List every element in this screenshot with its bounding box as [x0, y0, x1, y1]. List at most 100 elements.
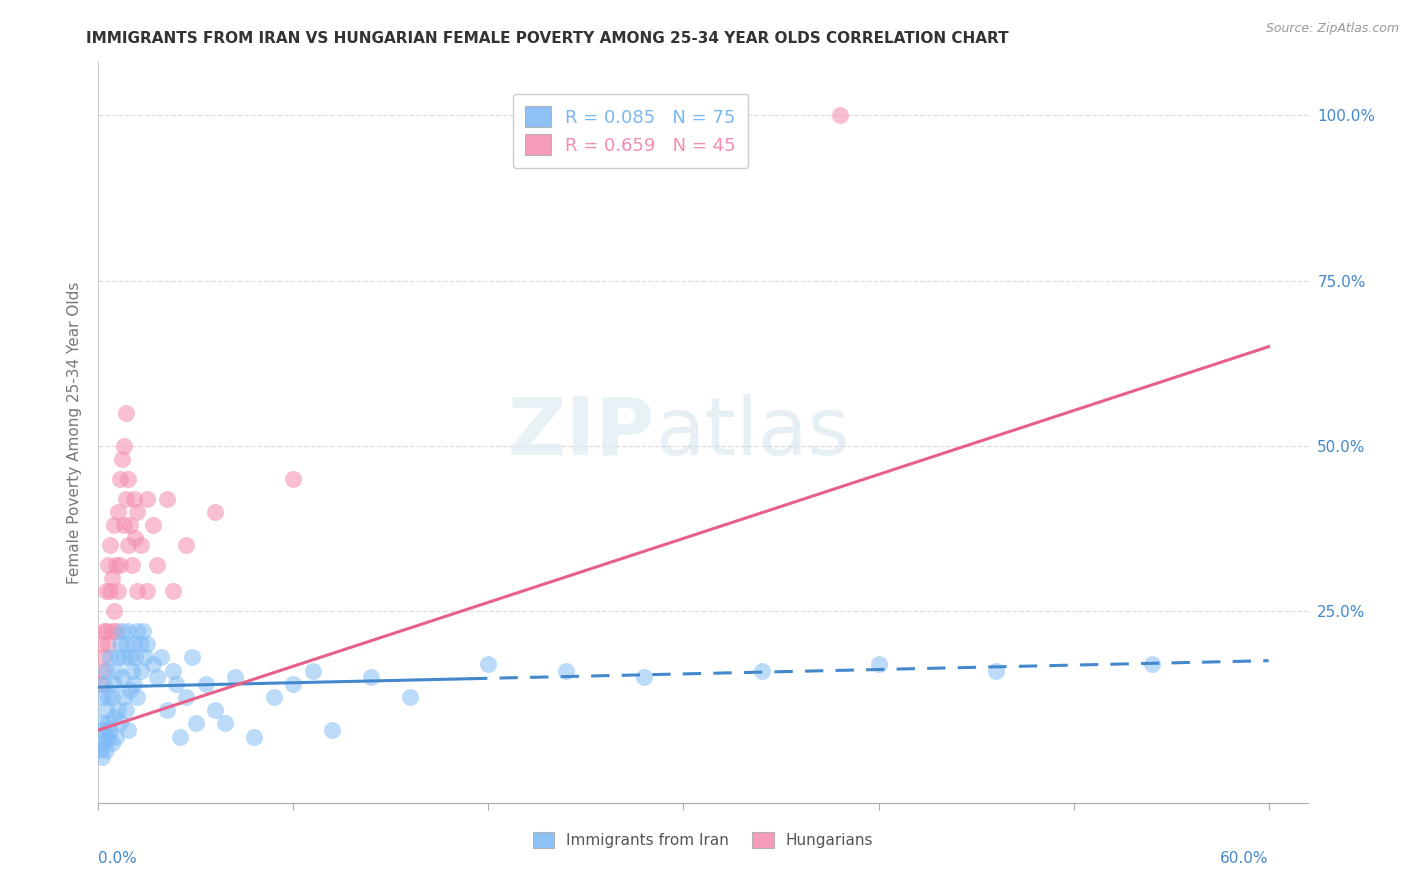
- Point: [104, 664, 127, 678]
- Point: [162, 664, 184, 678]
- Legend: Immigrants from Iran, Hungarians: Immigrants from Iran, Hungarians: [527, 826, 879, 855]
- Text: 0.0%: 0.0%: [98, 851, 138, 866]
- Point: [174, 538, 197, 552]
- Point: [98, 538, 121, 552]
- Point: [112, 690, 135, 704]
- Point: [111, 452, 134, 467]
- Point: [1140, 657, 1163, 671]
- Point: [121, 558, 143, 572]
- Point: [146, 558, 169, 572]
- Point: [91, 749, 114, 764]
- Point: [101, 624, 124, 638]
- Point: [117, 723, 139, 737]
- Point: [751, 664, 773, 678]
- Point: [91, 637, 114, 651]
- Point: [103, 710, 125, 724]
- Point: [112, 518, 135, 533]
- Point: [224, 670, 246, 684]
- Point: [114, 637, 136, 651]
- Point: [142, 518, 165, 533]
- Point: [112, 650, 135, 665]
- Point: [174, 690, 197, 704]
- Point: [134, 650, 156, 665]
- Point: [101, 571, 124, 585]
- Point: [131, 637, 153, 651]
- Text: 60.0%: 60.0%: [1220, 851, 1268, 866]
- Point: [127, 624, 149, 638]
- Point: [108, 637, 131, 651]
- Point: [127, 690, 149, 704]
- Point: [122, 637, 145, 651]
- Point: [118, 518, 141, 533]
- Point: [127, 505, 149, 519]
- Point: [283, 677, 305, 691]
- Point: [93, 736, 115, 750]
- Point: [104, 558, 127, 572]
- Point: [118, 650, 141, 665]
- Point: [104, 730, 127, 744]
- Point: [114, 406, 136, 420]
- Point: [399, 690, 422, 704]
- Point: [184, 716, 207, 731]
- Point: [98, 584, 121, 599]
- Point: [97, 730, 120, 744]
- Point: [136, 491, 159, 506]
- Point: [118, 683, 141, 698]
- Point: [117, 472, 139, 486]
- Point: [122, 677, 145, 691]
- Text: ZIP: ZIP: [508, 393, 655, 472]
- Point: [96, 703, 118, 717]
- Point: [114, 491, 136, 506]
- Point: [97, 558, 120, 572]
- Point: [204, 505, 226, 519]
- Point: [156, 491, 179, 506]
- Point: [162, 584, 184, 599]
- Point: [149, 650, 172, 665]
- Point: [96, 624, 118, 638]
- Point: [127, 584, 149, 599]
- Point: [214, 716, 236, 731]
- Point: [91, 716, 114, 731]
- Point: [104, 624, 127, 638]
- Point: [136, 637, 159, 651]
- Point: [131, 664, 153, 678]
- Y-axis label: Female Poverty Among 25-34 Year Olds: Female Poverty Among 25-34 Year Olds: [67, 282, 83, 583]
- Text: atlas: atlas: [655, 393, 849, 472]
- Point: [89, 743, 111, 757]
- Point: [108, 716, 131, 731]
- Point: [91, 664, 114, 678]
- Point: [98, 723, 121, 737]
- Point: [156, 703, 179, 717]
- Point: [132, 624, 155, 638]
- Point: [111, 670, 134, 684]
- Point: [124, 532, 146, 546]
- Point: [107, 650, 129, 665]
- Text: Source: ZipAtlas.com: Source: ZipAtlas.com: [1265, 22, 1399, 36]
- Text: IMMIGRANTS FROM IRAN VS HUNGARIAN FEMALE POVERTY AMONG 25-34 YEAR OLDS CORRELATI: IMMIGRANTS FROM IRAN VS HUNGARIAN FEMALE…: [86, 31, 1010, 46]
- Point: [93, 677, 115, 691]
- Point: [181, 650, 204, 665]
- Point: [93, 723, 115, 737]
- Point: [555, 664, 578, 678]
- Point: [98, 650, 121, 665]
- Point: [107, 703, 129, 717]
- Point: [124, 650, 146, 665]
- Point: [828, 108, 851, 122]
- Point: [103, 518, 125, 533]
- Point: [107, 584, 129, 599]
- Point: [108, 472, 131, 486]
- Point: [302, 664, 325, 678]
- Point: [89, 677, 111, 691]
- Point: [122, 491, 145, 506]
- Point: [93, 624, 115, 638]
- Point: [96, 743, 118, 757]
- Point: [136, 584, 159, 599]
- Point: [96, 584, 118, 599]
- Point: [97, 637, 120, 651]
- Point: [146, 670, 169, 684]
- Point: [93, 650, 115, 665]
- Point: [97, 690, 120, 704]
- Point: [263, 690, 285, 704]
- Point: [91, 690, 114, 704]
- Point: [112, 439, 135, 453]
